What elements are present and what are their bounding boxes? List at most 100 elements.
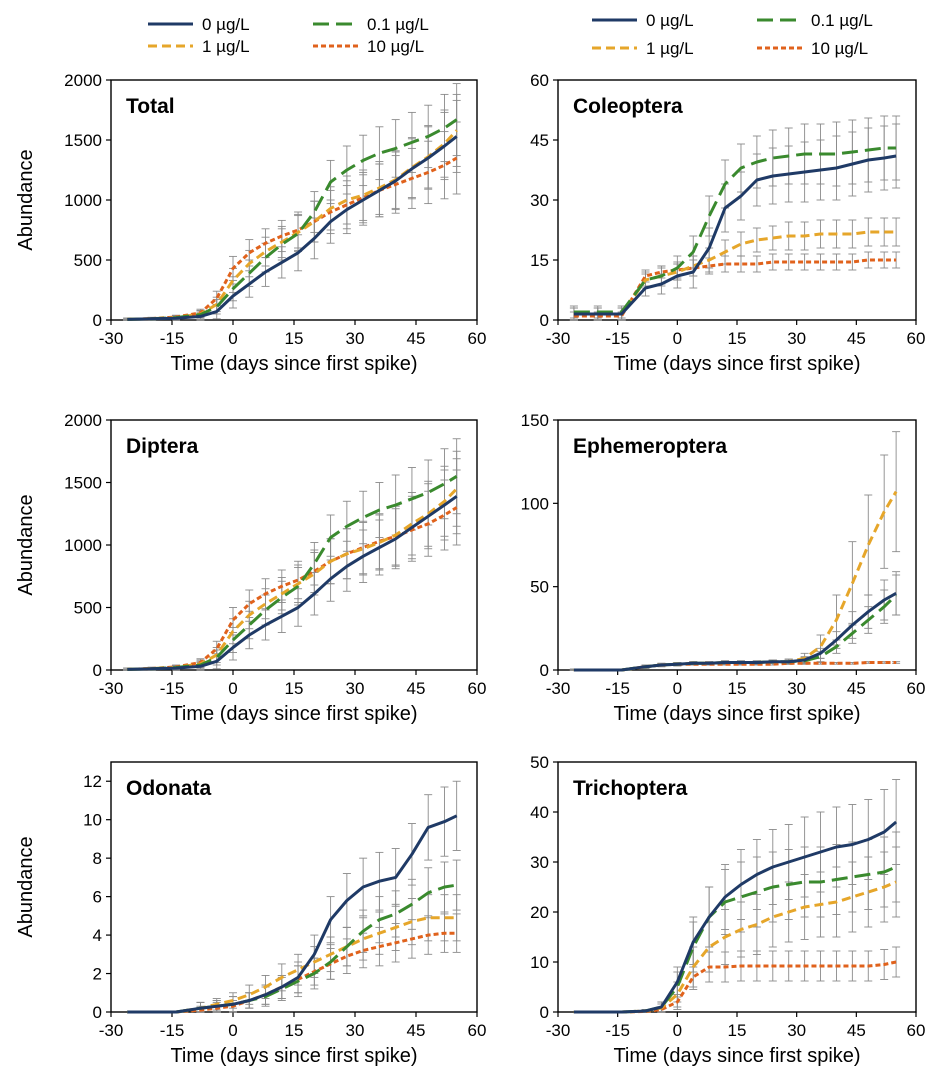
x-tick-label: 0 xyxy=(673,1021,682,1040)
y-tick-label: 8 xyxy=(93,849,102,868)
x-tick-label: 15 xyxy=(285,1021,304,1040)
series-line-0 xyxy=(127,814,458,1014)
legend-2: 0 µg/L 0.1 µg/L 1 µg/L 10 µg/L xyxy=(592,11,873,58)
y-tick-label: 50 xyxy=(530,578,549,597)
y-tick-label: 2000 xyxy=(64,411,102,430)
legend-1: 0 µg/L 0.1 µg/L 1 µg/L 10 µg/L xyxy=(148,15,429,56)
panel-title: Coleoptera xyxy=(573,95,683,118)
panel-odonata: 0 2 4 6 8 10 12 -30 -15 0 15 30 45 60 Time (days since… xyxy=(15,761,487,1067)
x-tick-label: 30 xyxy=(346,679,365,698)
y-tick-label: 0 xyxy=(93,661,102,680)
x-tick-label: 30 xyxy=(346,329,365,348)
y-tick-label: 500 xyxy=(74,251,102,270)
y-tick-label: 2000 xyxy=(64,71,102,90)
legend-label: 1 µg/L xyxy=(202,37,250,56)
x-tick-label: 30 xyxy=(787,329,806,348)
y-tick-label: 1500 xyxy=(64,131,102,150)
y-tick-label: 100 xyxy=(521,494,549,513)
x-tick-label: 15 xyxy=(728,1021,747,1040)
panel-title: Total xyxy=(126,95,175,118)
x-tick-label: -30 xyxy=(99,679,124,698)
panel-trichoptera: 0 10 20 30 40 50 -30 -15 0 15 30 45 60 Time (days sin… xyxy=(530,753,925,1067)
y-tick-label: 1500 xyxy=(64,474,102,493)
panel-coleoptera: 0 15 30 45 60 -30 -15 0 15 30 45 60 Time (days since… xyxy=(530,71,925,375)
x-tick-label: 0 xyxy=(228,679,237,698)
legend-item-10: 10 µg/L xyxy=(757,39,868,58)
x-tick-label: 45 xyxy=(847,1021,866,1040)
x-tick-label: 15 xyxy=(728,679,747,698)
x-tick-label: -15 xyxy=(160,329,185,348)
x-tick-label: 15 xyxy=(285,329,304,348)
panel-total: 0 500 1000 1500 2000 -30 -15 0 15 30 45 60 Time (day… xyxy=(15,71,486,375)
series-line-0 xyxy=(573,591,897,672)
x-axis-label: Time (days since first spike) xyxy=(170,1045,417,1067)
legend-item-0: 0 µg/L xyxy=(592,11,694,30)
y-axis-label: Abundance xyxy=(15,494,37,595)
panel-title: Trichoptera xyxy=(573,777,688,800)
x-tick-label: -15 xyxy=(605,329,630,348)
series-line-0 xyxy=(573,154,897,316)
y-tick-label: 10 xyxy=(530,953,549,972)
x-axis-label: Time (days since first spike) xyxy=(613,1045,860,1067)
x-tick-label: 15 xyxy=(728,329,747,348)
y-tick-label: 0 xyxy=(540,311,549,330)
x-tick-label: 30 xyxy=(787,679,806,698)
x-tick-label: -15 xyxy=(160,1021,185,1040)
series-line-10 xyxy=(573,258,897,318)
y-tick-label: 60 xyxy=(530,71,549,90)
x-tick-label: 45 xyxy=(847,679,866,698)
legend-label: 10 µg/L xyxy=(367,37,424,56)
x-tick-label: -30 xyxy=(99,329,124,348)
series-line-0 xyxy=(127,495,458,671)
y-tick-label: 45 xyxy=(530,131,549,150)
x-tick-label: 60 xyxy=(468,1021,487,1040)
legend-item-10: 10 µg/L xyxy=(313,37,424,56)
y-tick-label: 0 xyxy=(540,1003,549,1022)
legend-label: 1 µg/L xyxy=(646,39,694,58)
y-tick-label: 2 xyxy=(93,965,102,984)
panel-title: Ephemeroptera xyxy=(573,435,727,458)
x-tick-label: 60 xyxy=(907,1021,926,1040)
error-bars-10 xyxy=(123,121,461,321)
y-axis-label: Abundance xyxy=(15,149,37,250)
x-tick-label: -15 xyxy=(605,679,630,698)
y-tick-label: 0 xyxy=(93,311,102,330)
y-tick-label: 30 xyxy=(530,191,549,210)
x-tick-label: 45 xyxy=(847,329,866,348)
x-tick-label: 15 xyxy=(285,679,304,698)
y-tick-label: 500 xyxy=(74,599,102,618)
series-line-10 xyxy=(127,931,457,1014)
x-tick-label: 45 xyxy=(407,329,426,348)
x-tick-label: 60 xyxy=(907,679,926,698)
x-tick-label: -30 xyxy=(99,1021,124,1040)
series-line-0_1 xyxy=(573,146,897,314)
series-line-0 xyxy=(127,135,458,321)
legend-item-0_1: 0.1 µg/L xyxy=(313,15,429,34)
plot-frame xyxy=(557,419,917,671)
y-tick-label: 40 xyxy=(530,803,549,822)
y-tick-label: 30 xyxy=(530,853,549,872)
y-tick-label: 4 xyxy=(93,926,102,945)
y-tick-label: 20 xyxy=(530,903,549,922)
x-tick-label: 30 xyxy=(346,1021,365,1040)
y-tick-label: 15 xyxy=(530,251,549,270)
x-tick-label: 0 xyxy=(673,329,682,348)
series-line-0_1 xyxy=(127,475,458,671)
x-axis-label: Time (days since first spike) xyxy=(170,703,417,725)
x-tick-label: 45 xyxy=(407,679,426,698)
legend-item-0: 0 µg/L xyxy=(148,15,250,34)
x-axis-label: Time (days since first spike) xyxy=(613,703,860,725)
series-line-0_1 xyxy=(127,118,458,321)
y-tick-label: 6 xyxy=(93,888,102,907)
legend-item-1: 1 µg/L xyxy=(592,39,694,58)
series-line-1 xyxy=(573,230,897,316)
plot-frame xyxy=(110,419,478,671)
y-tick-label: 10 xyxy=(83,811,102,830)
x-tick-label: -30 xyxy=(546,329,571,348)
y-axis-label: Abundance xyxy=(15,836,37,937)
panel-title: Diptera xyxy=(126,435,199,458)
panel-diptera: 0 500 1000 1500 2000 -30 -15 0 15 30 45 60 Time (day… xyxy=(15,411,486,725)
x-tick-label: 60 xyxy=(468,329,487,348)
x-tick-label: 0 xyxy=(228,1021,237,1040)
